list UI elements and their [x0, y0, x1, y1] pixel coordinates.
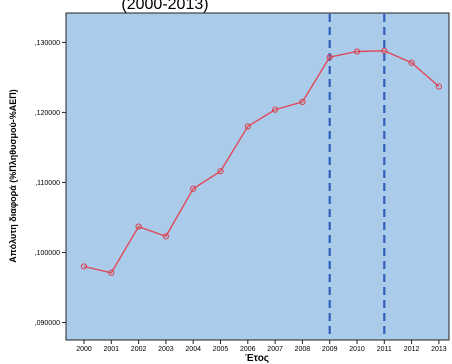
y-tick-label: ,090000: [35, 320, 60, 327]
data-point-2007: [272, 106, 279, 113]
x-axis: 2000 2001 2002 2003 2004 2005 2006 2007 2008 2009…: [76, 340, 447, 353]
y-axis-label: Απόλυτη διαφορά (%Πληθυσμού-%ΑΕΠ): [8, 89, 18, 263]
x-tick-label: 2006: [240, 346, 256, 353]
plot-area: [65, 12, 450, 341]
data-point-2010: [353, 48, 361, 55]
chart-title: (2000-2013): [121, 0, 208, 13]
data-point-2012: [408, 59, 415, 66]
data-point-2009: [326, 54, 333, 61]
x-tick-label: 2004: [185, 346, 201, 353]
data-series: [80, 47, 442, 276]
x-tick-label: 2000: [76, 346, 92, 353]
x-tick-label: 2010: [349, 346, 365, 353]
x-tick-label: 2009: [322, 346, 338, 353]
y-tick-label: ,110000: [35, 180, 60, 187]
y-tick-label: ,120000: [35, 110, 60, 117]
x-tick-label: 2002: [131, 346, 147, 353]
reference-lines: [328, 14, 386, 339]
y-tick-label: ,130000: [35, 40, 60, 47]
x-tick-label: 2005: [213, 346, 229, 353]
data-point-2011: [381, 47, 388, 54]
data-point-2003: [162, 233, 169, 240]
x-tick-label: 2013: [431, 346, 447, 353]
data-point-2005: [217, 168, 224, 175]
data-point-2013: [435, 83, 442, 90]
x-tick-label: 2011: [377, 346, 392, 353]
x-tick-label: 2012: [404, 346, 420, 353]
x-axis-label: Έτος: [245, 353, 269, 364]
x-tick-label: 2007: [267, 346, 283, 353]
data-point-2008: [299, 98, 306, 106]
x-tick-label: 2001: [104, 346, 120, 353]
data-point-2006: [244, 123, 251, 130]
data-point-2001: [108, 269, 115, 276]
series-line: [83, 50, 440, 274]
data-point-2002: [135, 223, 142, 230]
data-point-2000: [80, 263, 88, 270]
x-tick-label: 2003: [158, 346, 174, 353]
x-tick-label: 2008: [295, 346, 311, 353]
y-tick-label: ,100000: [35, 250, 60, 257]
y-axis: ,090000 ,100000 ,110000 ,120000 ,130000: [35, 40, 66, 327]
data-point-2004: [190, 185, 197, 192]
